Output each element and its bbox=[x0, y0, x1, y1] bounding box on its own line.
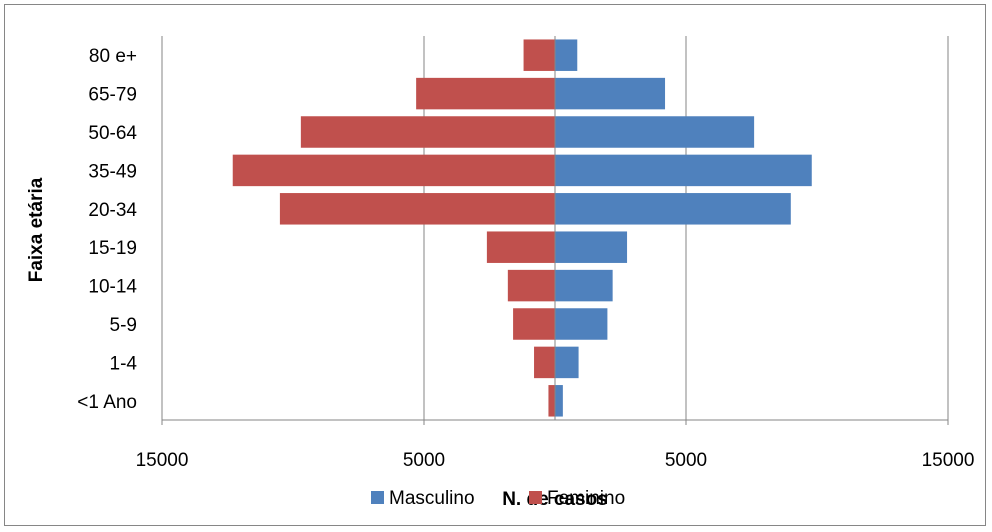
bar-masculino bbox=[555, 385, 563, 417]
y-tick-label: <1 Ano bbox=[77, 392, 137, 413]
bar-masculino bbox=[555, 39, 578, 71]
bar-feminino bbox=[523, 39, 555, 71]
x-tick-label: 5000 bbox=[665, 450, 707, 471]
value-tick-labels: 15000 5000 5000 15000 bbox=[136, 450, 975, 471]
bar-masculino bbox=[555, 116, 755, 148]
bar-feminino bbox=[300, 116, 555, 148]
y-tick-label: 80 e+ bbox=[89, 46, 137, 67]
legend-label-feminino: Feminino bbox=[547, 488, 625, 509]
y-tick-label: 10-14 bbox=[88, 277, 137, 298]
y-tick-label: 65-79 bbox=[88, 85, 137, 106]
y-tick-label: 5-9 bbox=[110, 315, 137, 336]
x-axis-title: N. de casos bbox=[502, 489, 608, 510]
bar-feminino bbox=[232, 154, 556, 187]
bar-masculino bbox=[555, 231, 628, 263]
bar-feminino bbox=[486, 231, 555, 263]
y-axis-title: Faixa etária bbox=[26, 177, 47, 282]
bar-masculino bbox=[555, 308, 608, 340]
y-tick-label: 15-19 bbox=[88, 238, 137, 259]
x-tick-label: 5000 bbox=[403, 450, 445, 471]
bar-masculino bbox=[555, 77, 666, 110]
x-tick-label: 15000 bbox=[922, 450, 975, 471]
bar-feminino bbox=[548, 385, 555, 417]
bar-feminino bbox=[279, 193, 555, 225]
axes bbox=[162, 36, 948, 421]
bar-masculino bbox=[555, 193, 791, 225]
legend-label-masculino: Masculino bbox=[389, 488, 475, 509]
y-tick-label: 1-4 bbox=[110, 353, 138, 374]
y-tick-label: 35-49 bbox=[88, 161, 137, 182]
bar-masculino bbox=[555, 269, 613, 302]
legend-swatch-feminino bbox=[529, 491, 542, 504]
y-tick-label: 50-64 bbox=[88, 123, 137, 144]
bar-feminino bbox=[513, 308, 555, 340]
bar-feminino bbox=[416, 77, 555, 110]
x-tick-label: 15000 bbox=[136, 450, 189, 471]
bar-feminino bbox=[534, 346, 555, 379]
y-tick-label: 20-34 bbox=[88, 200, 137, 221]
bars bbox=[232, 39, 812, 417]
bar-masculino bbox=[555, 346, 579, 379]
bar-masculino bbox=[555, 154, 812, 187]
legend: Masculino Feminino bbox=[371, 488, 625, 509]
legend-swatch-masculino bbox=[371, 491, 384, 504]
bar-feminino bbox=[507, 269, 555, 302]
category-tick-labels: 80 e+ 65-79 50-64 35-49 20-34 15-19 10-14 5-9 1-… bbox=[77, 46, 137, 413]
